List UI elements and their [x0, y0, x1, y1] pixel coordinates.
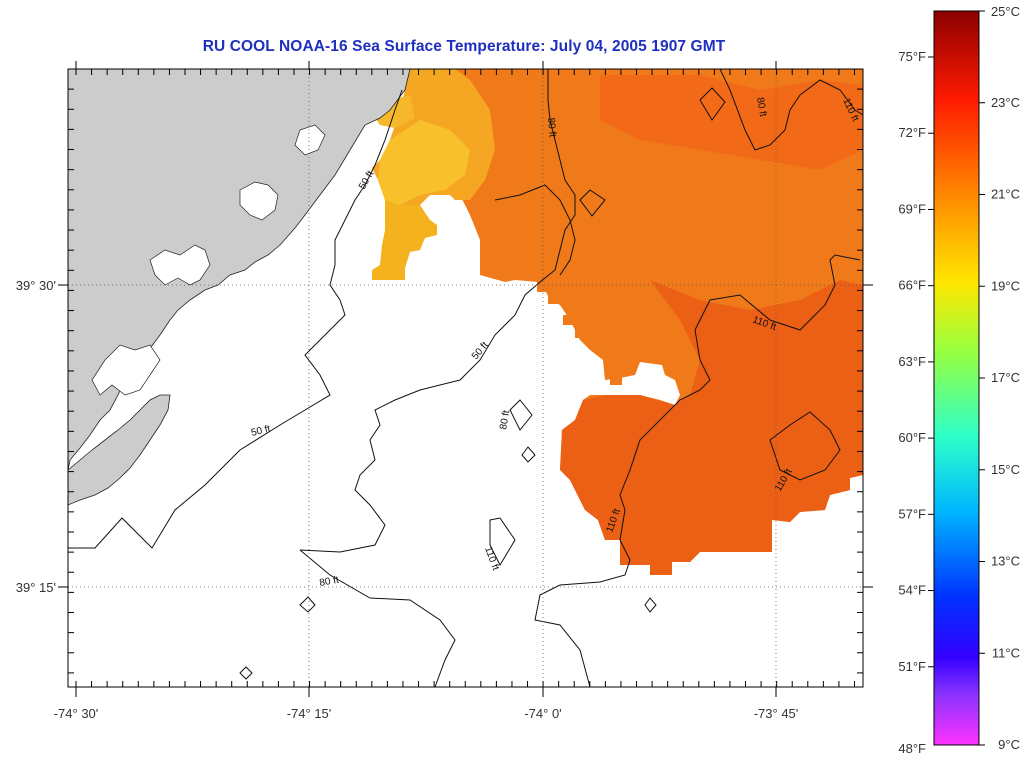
contour-label: 110 ft: [482, 545, 501, 572]
contour-label: 80 ft: [545, 117, 558, 138]
colorbar-f-label: 48°F: [898, 741, 926, 756]
colorbar-c-label: 9°C: [998, 737, 1020, 752]
colorbar-c-label: 15°C: [991, 462, 1020, 477]
colorbar-f-label: 51°F: [898, 659, 926, 674]
axis-ticks: [58, 61, 873, 697]
contour-label: 50 ft: [250, 423, 272, 438]
x-tick-label: -74° 15': [287, 706, 332, 721]
colorbar-c-label: 19°C: [991, 278, 1020, 293]
sst-field: [372, 69, 863, 575]
contour-label: 50 ft: [357, 169, 376, 192]
bathymetry-contours: [68, 69, 863, 687]
map-title: RU COOL NOAA-16 Sea Surface Temperature:…: [202, 38, 726, 55]
colorbar-f-label: 60°F: [898, 430, 926, 445]
colorbar-c-label: 13°C: [991, 554, 1020, 569]
colorbar-f-label: 63°F: [898, 354, 926, 369]
colorbar-gradient: [933, 10, 980, 746]
contour-label: 80 ft: [498, 409, 512, 430]
contour-label: 80 ft: [754, 97, 768, 118]
x-tick-label: -74° 0': [524, 706, 561, 721]
colorbar-f-label: 66°F: [898, 278, 926, 293]
colorbar-c-label: 21°C: [991, 187, 1020, 202]
colorbar-c-label: 17°C: [991, 370, 1020, 385]
contour-label: 50 ft: [470, 340, 491, 362]
colorbar: 75°F 72°F 69°F 66°F 63°F 60°F 57°F 54°F 51°F 48°F…: [898, 4, 1020, 756]
colorbar-c-label: 23°C: [991, 95, 1020, 110]
colorbar-f-label: 54°F: [898, 583, 926, 598]
colorbar-f-label: 57°F: [898, 506, 926, 521]
colorbar-c-label: 25°C: [991, 4, 1020, 19]
colorbar-celsius-labels: 25°C 23°C 21°C 19°C 17°C 15°C 13°C 11°C 9°C: [979, 4, 1020, 752]
contour-label: 80 ft: [319, 575, 340, 589]
land-area: [68, 69, 411, 506]
colorbar-f-label: 69°F: [898, 201, 926, 216]
colorbar-f-label: 75°F: [898, 49, 926, 64]
colorbar-c-label: 11°C: [992, 645, 1020, 660]
colorbar-f-label: 72°F: [898, 125, 926, 140]
colorbar-fahrenheit-labels: 75°F 72°F 69°F 66°F 63°F 60°F 57°F 54°F 51°F 48°F: [898, 49, 934, 756]
y-tick-label: 39° 30': [16, 278, 56, 293]
x-tick-label: -74° 30': [54, 706, 99, 721]
y-tick-label: 39° 15': [16, 580, 56, 595]
x-tick-label: -73° 45': [754, 706, 799, 721]
grid-lines: [68, 69, 863, 687]
